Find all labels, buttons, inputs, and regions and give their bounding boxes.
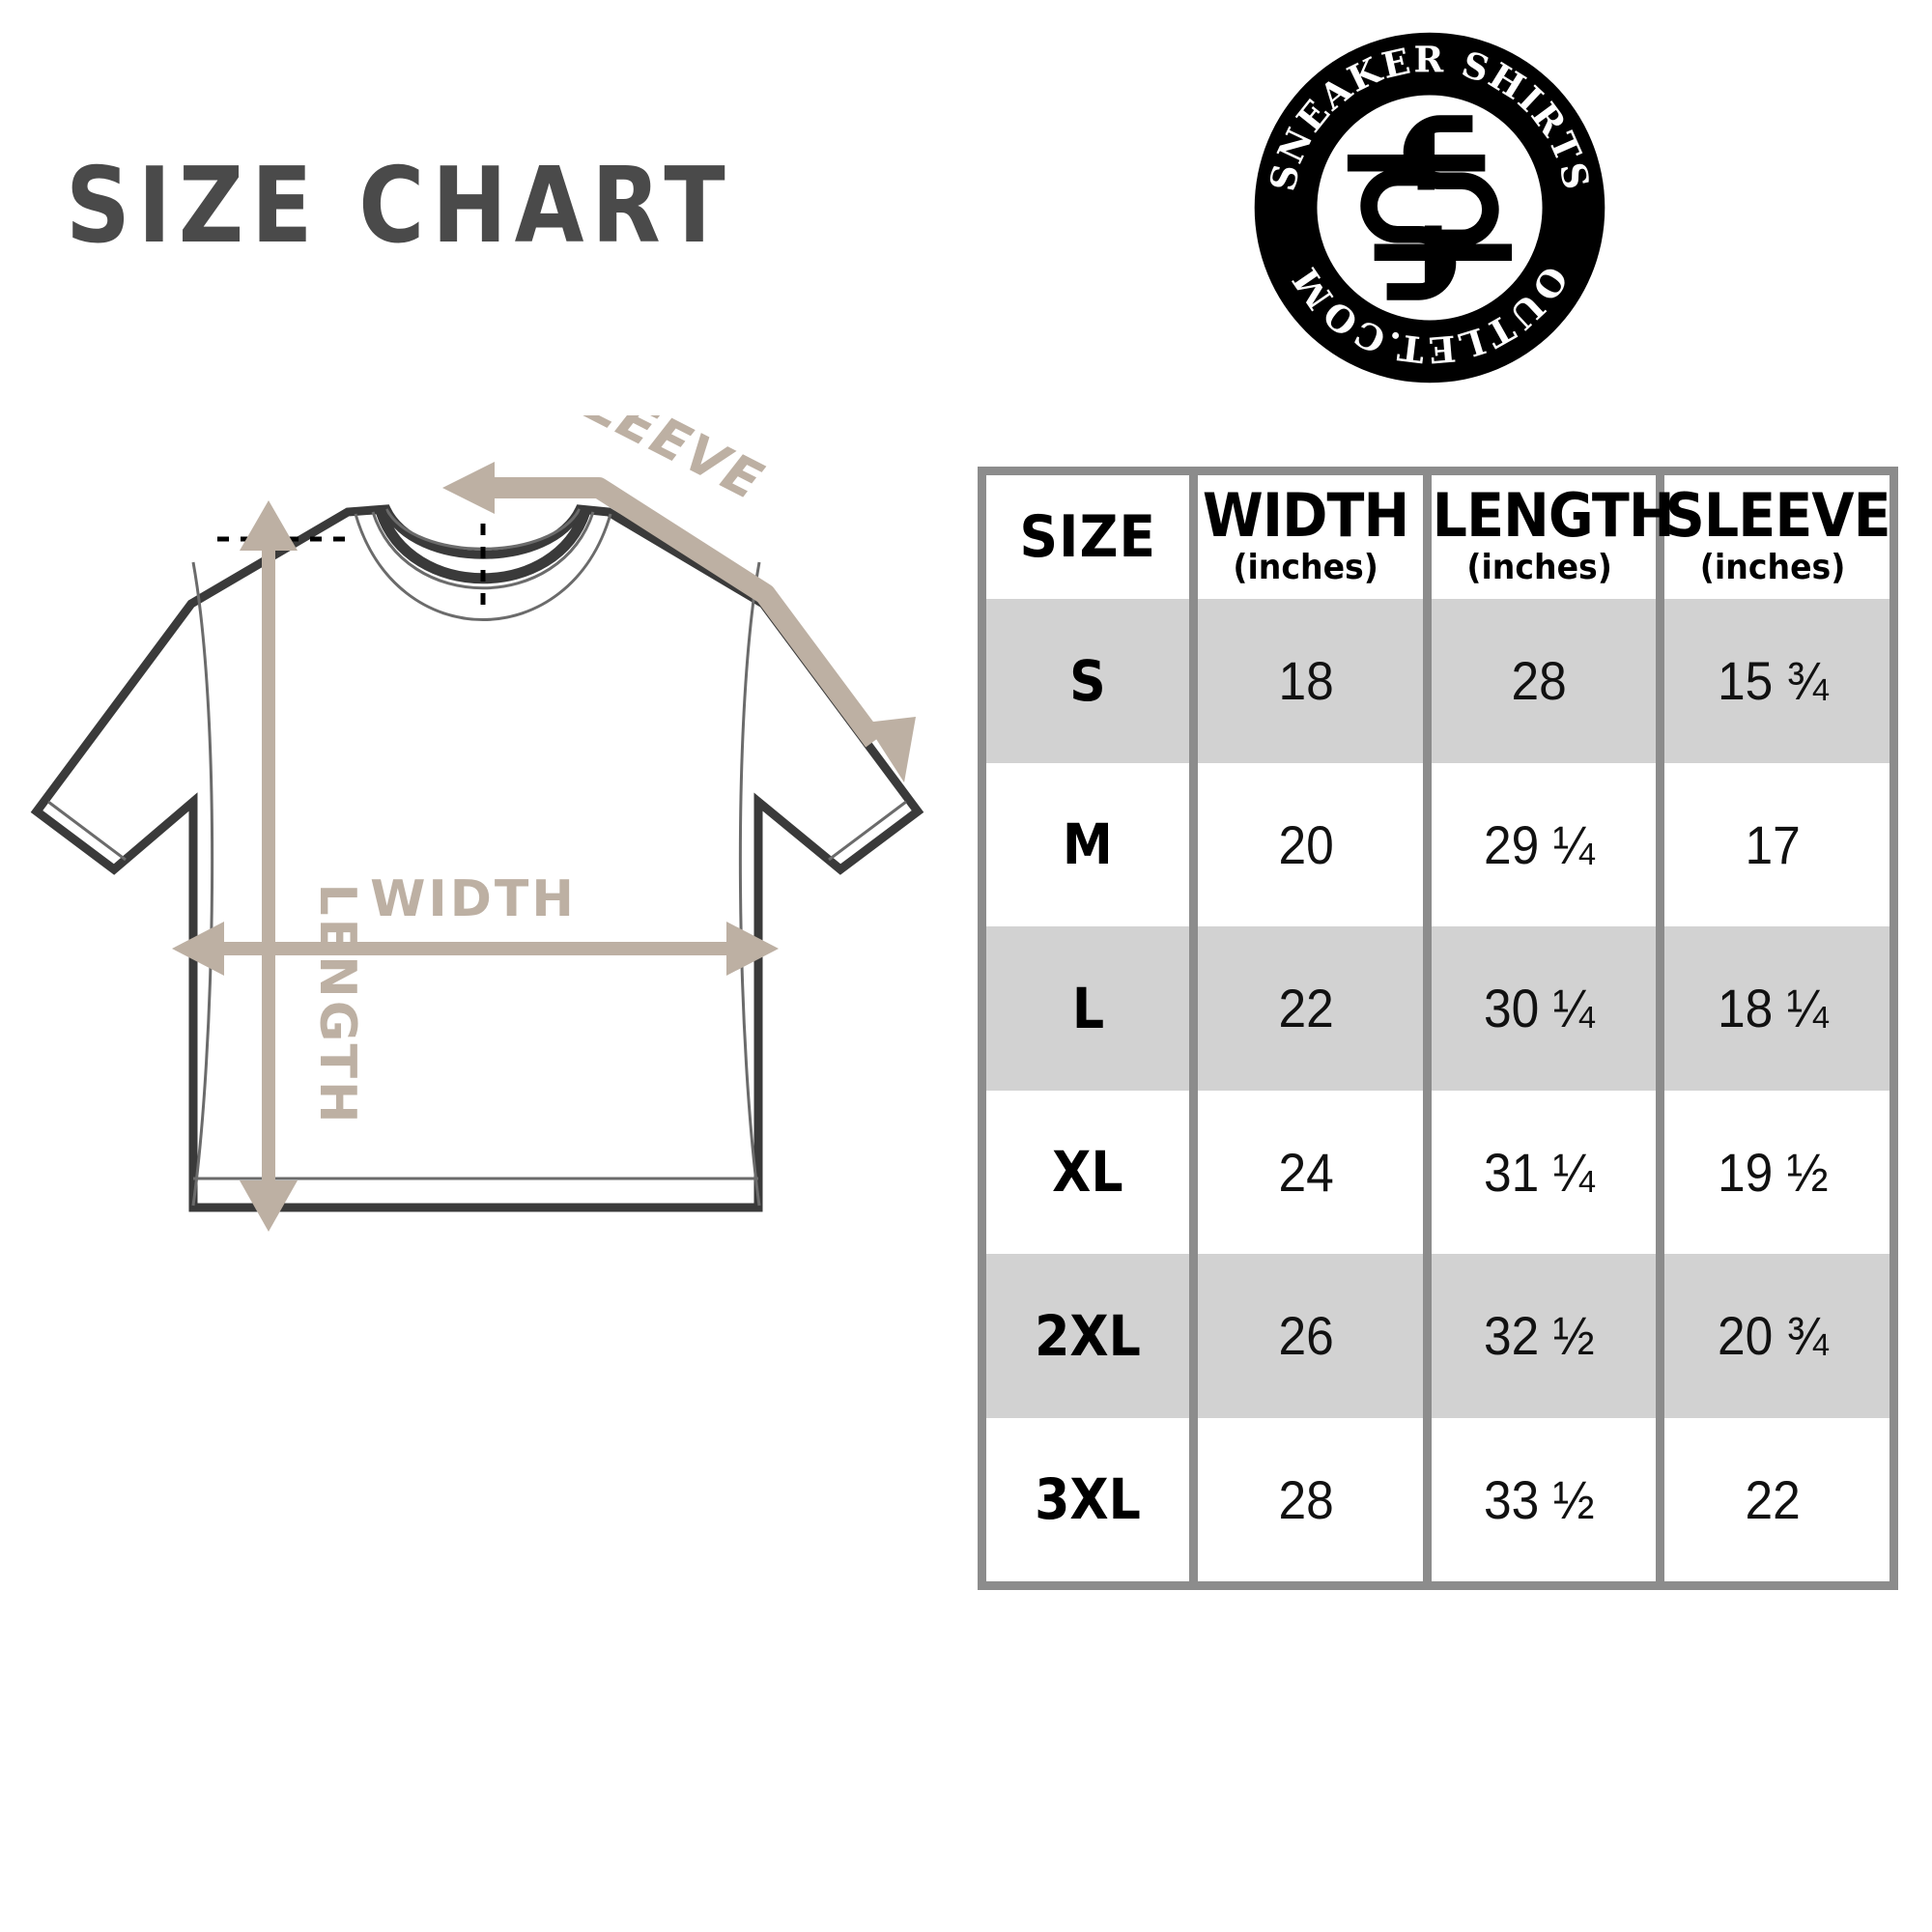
tshirt-diagram-svg: WIDTH LENGTH SLEEVE — [30, 354, 924, 1232]
cell-width-value: 28 — [1278, 1468, 1334, 1530]
column-header-size: SIZE — [986, 475, 1190, 599]
cell-length-value: 32 ½ — [1483, 1305, 1595, 1367]
column-header-size-label: SIZE — [1019, 503, 1157, 571]
armhole-seams — [191, 561, 761, 1207]
cell-length: 30 ¼ — [1422, 926, 1656, 1091]
cell-sleeve: 20 ¾ — [1655, 1254, 1889, 1418]
cell-sleeve: 19 ½ — [1655, 1090, 1889, 1254]
cell-sleeve: 18 ¼ — [1655, 926, 1889, 1091]
cell-width: 28 — [1189, 1417, 1423, 1581]
column-header-length-units: (inches) — [1465, 548, 1612, 588]
cell-sleeve-value: 22 — [1745, 1468, 1801, 1530]
column-header-sleeve-label: SLEEVE — [1664, 479, 1891, 551]
cell-size: 2XL — [986, 1254, 1190, 1418]
cell-size-value: M — [1063, 811, 1114, 878]
cell-length-value: 31 ¼ — [1483, 1141, 1595, 1203]
cell-width: 18 — [1189, 599, 1423, 763]
logo-monogram-ss — [1347, 115, 1513, 300]
cell-width-value: 24 — [1278, 1141, 1334, 1203]
cell-length: 31 ¼ — [1422, 1090, 1656, 1254]
brand-logo-svg: SNEAKER SHIRTS OUTLET.COM — [1254, 32, 1605, 384]
column-header-sleeve: SLEEVE (inches) — [1655, 475, 1891, 599]
table-row: L 22 30 ¼ 18 ¼ — [986, 926, 1889, 1091]
cell-sleeve: 17 — [1655, 762, 1889, 926]
cell-width: 22 — [1189, 926, 1423, 1091]
column-header-sleeve-units: (inches) — [1699, 548, 1846, 588]
cell-width: 24 — [1189, 1090, 1423, 1254]
cell-size: S — [986, 599, 1190, 763]
cell-size-value: S — [1069, 647, 1106, 714]
column-header-length: LENGTH (inches) — [1422, 475, 1674, 599]
cell-size: 3XL — [986, 1417, 1190, 1581]
table-row: XL 24 31 ¼ 19 ½ — [986, 1090, 1889, 1254]
column-header-width: WIDTH (inches) — [1189, 475, 1423, 599]
cell-sleeve: 22 — [1655, 1417, 1889, 1581]
size-chart-table-container: SIZE WIDTH (inches) LENGTH (inches) SLEE… — [978, 467, 1898, 1590]
cell-sleeve-value: 20 ¾ — [1717, 1305, 1829, 1367]
cell-width-value: 18 — [1278, 650, 1334, 712]
cell-length: 32 ½ — [1422, 1254, 1656, 1418]
table-row: S 18 28 15 ¾ — [986, 599, 1889, 763]
tshirt-outline — [30, 504, 924, 1212]
table-header-row: SIZE WIDTH (inches) LENGTH (inches) SLEE… — [986, 475, 1891, 599]
cell-length-value: 28 — [1511, 650, 1567, 712]
cell-width: 20 — [1189, 762, 1423, 926]
brand-logo: SNEAKER SHIRTS OUTLET.COM — [1251, 29, 1608, 386]
column-header-width-label: WIDTH — [1203, 479, 1409, 551]
logo-inner-disc — [1317, 95, 1543, 321]
cell-length-value: 29 ¼ — [1483, 813, 1595, 875]
cell-size: L — [986, 926, 1190, 1091]
column-header-length-label: LENGTH — [1432, 479, 1674, 551]
tshirt-body-path — [30, 504, 924, 1212]
table-row: 3XL 28 33 ½ 22 — [986, 1417, 1889, 1581]
cell-sleeve-value: 15 ¾ — [1717, 650, 1829, 712]
length-arrow — [240, 500, 298, 1232]
tshirt-diagram: WIDTH LENGTH SLEEVE — [0, 354, 966, 1381]
cell-size-value: XL — [1052, 1139, 1123, 1206]
cell-size: M — [986, 762, 1190, 926]
cell-size-value: 2XL — [1035, 1302, 1142, 1369]
cell-sleeve-value: 17 — [1745, 813, 1801, 875]
width-label: WIDTH — [370, 870, 577, 928]
cell-width: 26 — [1189, 1254, 1423, 1418]
cell-size-value: 3XL — [1035, 1466, 1142, 1533]
cell-size-value: L — [1071, 975, 1104, 1041]
sleeve-cuff-hems — [47, 800, 907, 862]
cell-size: XL — [986, 1090, 1190, 1254]
table-body: S 18 28 15 ¾ M 20 29 ¼ 17 L 22 30 ¼ 18 ¼… — [986, 599, 1889, 1581]
cell-width-value: 20 — [1278, 813, 1334, 875]
width-arrow — [172, 922, 779, 976]
table-row: 2XL 26 32 ½ 20 ¾ — [986, 1254, 1889, 1418]
cell-width-value: 22 — [1278, 978, 1334, 1039]
size-chart-table: SIZE WIDTH (inches) LENGTH (inches) SLEE… — [978, 467, 1898, 1590]
cell-width-value: 26 — [1278, 1305, 1334, 1367]
cell-length: 29 ¼ — [1422, 762, 1656, 926]
cell-length-value: 30 ¼ — [1483, 978, 1595, 1039]
cell-sleeve: 15 ¾ — [1655, 599, 1889, 763]
cell-length-value: 33 ½ — [1483, 1468, 1595, 1530]
cell-sleeve-value: 19 ½ — [1717, 1141, 1829, 1203]
table-row: M 20 29 ¼ 17 — [986, 762, 1889, 926]
cell-sleeve-value: 18 ¼ — [1717, 978, 1829, 1039]
length-label: LENGTH — [308, 884, 366, 1126]
page-title: SIZE CHART — [66, 146, 733, 267]
cell-length: 33 ½ — [1422, 1417, 1656, 1581]
sleeve-arrow — [442, 462, 916, 782]
cell-length: 28 — [1422, 599, 1656, 763]
column-header-width-units: (inches) — [1233, 548, 1379, 588]
table-header: SIZE WIDTH (inches) LENGTH (inches) SLEE… — [986, 475, 1891, 599]
